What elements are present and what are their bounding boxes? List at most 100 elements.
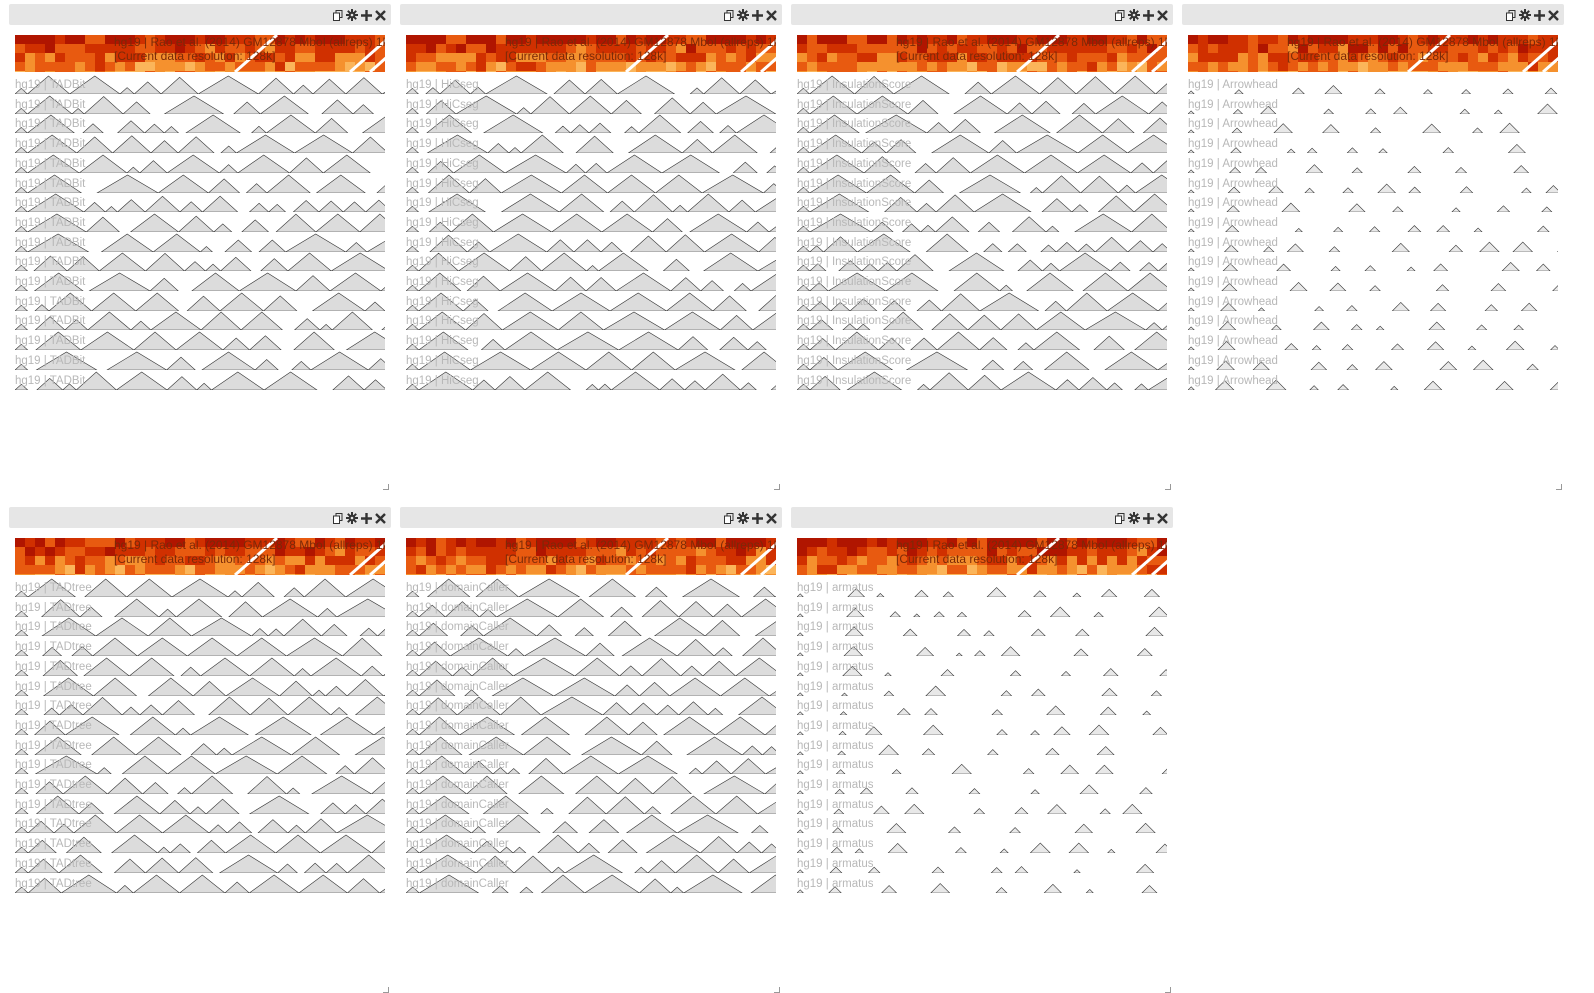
tad-track-armatus[interactable]: hg19 | armatus [797, 775, 1167, 795]
plus-icon[interactable] [1142, 511, 1154, 525]
plus-icon[interactable] [1533, 8, 1545, 22]
tad-track-tadbit[interactable]: hg19 | TADBit [15, 311, 385, 331]
tad-track-arrowhead[interactable]: hg19 | Arrowhead [1188, 193, 1558, 213]
resize-handle[interactable] [774, 484, 780, 490]
tad-track-insulation[interactable]: hg19 | InsulationScore [797, 252, 1167, 272]
plus-icon[interactable] [360, 511, 372, 525]
heatmap-track[interactable]: hg19 | Rao et al. (2014) GM12878 MboI (a… [797, 35, 1167, 72]
tad-track-arrowhead[interactable]: hg19 | Arrowhead [1188, 351, 1558, 371]
copy-icon[interactable] [723, 8, 735, 22]
tad-track-tadbit[interactable]: hg19 | TADBit [15, 134, 385, 154]
heatmap-track[interactable]: hg19 | Rao et al. (2014) GM12878 MboI (a… [406, 35, 776, 72]
tad-track-arrowhead[interactable]: hg19 | Arrowhead [1188, 233, 1558, 253]
tad-track-hicseg[interactable]: hg19 | HiCseg [406, 292, 776, 312]
tad-track-hicseg[interactable]: hg19 | HiCseg [406, 233, 776, 253]
close-icon[interactable] [374, 511, 386, 525]
tad-track-tadbit[interactable]: hg19 | TADBit [15, 95, 385, 115]
tad-track-domaincaller[interactable]: hg19 | domainCaller [406, 795, 776, 815]
tad-track-tadtree[interactable]: hg19 | TADtree [15, 598, 385, 618]
tad-track-tadbit[interactable]: hg19 | TADBit [15, 75, 385, 95]
tad-track-tadtree[interactable]: hg19 | TADtree [15, 736, 385, 756]
tad-track-insulation[interactable]: hg19 | InsulationScore [797, 75, 1167, 95]
tad-track-arrowhead[interactable]: hg19 | Arrowhead [1188, 114, 1558, 134]
view-panel-hicseg[interactable]: hg19 | Rao et al. (2014) GM12878 MboI (a… [400, 0, 782, 490]
tad-track-insulation[interactable]: hg19 | InsulationScore [797, 154, 1167, 174]
tad-track-hicseg[interactable]: hg19 | HiCseg [406, 75, 776, 95]
gear-icon[interactable] [1128, 8, 1140, 22]
tad-track-hicseg[interactable]: hg19 | HiCseg [406, 311, 776, 331]
tad-track-hicseg[interactable]: hg19 | HiCseg [406, 174, 776, 194]
tad-track-tadbit[interactable]: hg19 | TADBit [15, 213, 385, 233]
heatmap-track[interactable]: hg19 | Rao et al. (2014) GM12878 MboI (a… [15, 35, 385, 72]
heatmap-track[interactable]: hg19 | Rao et al. (2014) GM12878 MboI (a… [15, 538, 385, 575]
copy-icon[interactable] [1114, 8, 1126, 22]
tad-track-tadtree[interactable]: hg19 | TADtree [15, 677, 385, 697]
close-icon[interactable] [1156, 8, 1168, 22]
resize-handle[interactable] [383, 987, 389, 993]
tad-track-tadtree[interactable]: hg19 | TADtree [15, 834, 385, 854]
tad-track-tadbit[interactable]: hg19 | TADBit [15, 154, 385, 174]
tad-track-tadbit[interactable]: hg19 | TADBit [15, 174, 385, 194]
tad-track-arrowhead[interactable]: hg19 | Arrowhead [1188, 292, 1558, 312]
tad-track-domaincaller[interactable]: hg19 | domainCaller [406, 657, 776, 677]
close-icon[interactable] [1156, 511, 1168, 525]
tad-track-hicseg[interactable]: hg19 | HiCseg [406, 272, 776, 292]
tad-track-arrowhead[interactable]: hg19 | Arrowhead [1188, 331, 1558, 351]
tad-track-hicseg[interactable]: hg19 | HiCseg [406, 331, 776, 351]
tad-track-hicseg[interactable]: hg19 | HiCseg [406, 252, 776, 272]
tad-track-arrowhead[interactable]: hg19 | Arrowhead [1188, 252, 1558, 272]
tad-track-hicseg[interactable]: hg19 | HiCseg [406, 114, 776, 134]
view-header-bar[interactable] [9, 507, 391, 528]
tad-track-armatus[interactable]: hg19 | armatus [797, 677, 1167, 697]
tad-track-hicseg[interactable]: hg19 | HiCseg [406, 351, 776, 371]
plus-icon[interactable] [751, 511, 763, 525]
tad-track-tadtree[interactable]: hg19 | TADtree [15, 578, 385, 598]
tad-track-arrowhead[interactable]: hg19 | Arrowhead [1188, 95, 1558, 115]
tad-track-arrowhead[interactable]: hg19 | Arrowhead [1188, 371, 1558, 391]
tad-track-arrowhead[interactable]: hg19 | Arrowhead [1188, 134, 1558, 154]
tad-track-hicseg[interactable]: hg19 | HiCseg [406, 134, 776, 154]
tad-track-insulation[interactable]: hg19 | InsulationScore [797, 371, 1167, 391]
tad-track-tadbit[interactable]: hg19 | TADBit [15, 272, 385, 292]
tad-track-tadtree[interactable]: hg19 | TADtree [15, 696, 385, 716]
tad-track-domaincaller[interactable]: hg19 | domainCaller [406, 755, 776, 775]
close-icon[interactable] [765, 8, 777, 22]
resize-handle[interactable] [1165, 987, 1171, 993]
close-icon[interactable] [1547, 8, 1559, 22]
gear-icon[interactable] [346, 8, 358, 22]
view-header-bar[interactable] [400, 4, 782, 25]
view-header-bar[interactable] [400, 507, 782, 528]
tad-track-domaincaller[interactable]: hg19 | domainCaller [406, 578, 776, 598]
tad-track-tadbit[interactable]: hg19 | TADBit [15, 233, 385, 253]
heatmap-track[interactable]: hg19 | Rao et al. (2014) GM12878 MboI (a… [1188, 35, 1558, 72]
tad-track-domaincaller[interactable]: hg19 | domainCaller [406, 874, 776, 894]
tad-track-insulation[interactable]: hg19 | InsulationScore [797, 174, 1167, 194]
tad-track-tadbit[interactable]: hg19 | TADBit [15, 351, 385, 371]
resize-handle[interactable] [1556, 484, 1562, 490]
tad-track-tadtree[interactable]: hg19 | TADtree [15, 755, 385, 775]
resize-handle[interactable] [383, 484, 389, 490]
tad-track-tadbit[interactable]: hg19 | TADBit [15, 331, 385, 351]
tad-track-domaincaller[interactable]: hg19 | domainCaller [406, 617, 776, 637]
tad-track-domaincaller[interactable]: hg19 | domainCaller [406, 696, 776, 716]
tad-track-armatus[interactable]: hg19 | armatus [797, 637, 1167, 657]
tad-track-tadtree[interactable]: hg19 | TADtree [15, 854, 385, 874]
gear-icon[interactable] [737, 511, 749, 525]
view-header-bar[interactable] [9, 4, 391, 25]
tad-track-armatus[interactable]: hg19 | armatus [797, 795, 1167, 815]
tad-track-hicseg[interactable]: hg19 | HiCseg [406, 213, 776, 233]
tad-track-insulation[interactable]: hg19 | InsulationScore [797, 331, 1167, 351]
gear-icon[interactable] [737, 8, 749, 22]
tad-track-domaincaller[interactable]: hg19 | domainCaller [406, 637, 776, 657]
tad-track-tadbit[interactable]: hg19 | TADBit [15, 292, 385, 312]
view-panel-domaincaller[interactable]: hg19 | Rao et al. (2014) GM12878 MboI (a… [400, 503, 782, 993]
tad-track-domaincaller[interactable]: hg19 | domainCaller [406, 834, 776, 854]
tad-track-domaincaller[interactable]: hg19 | domainCaller [406, 677, 776, 697]
tad-track-insulation[interactable]: hg19 | InsulationScore [797, 272, 1167, 292]
tad-track-domaincaller[interactable]: hg19 | domainCaller [406, 736, 776, 756]
copy-icon[interactable] [723, 511, 735, 525]
tad-track-tadtree[interactable]: hg19 | TADtree [15, 814, 385, 834]
tad-track-armatus[interactable]: hg19 | armatus [797, 598, 1167, 618]
copy-icon[interactable] [1505, 8, 1517, 22]
tad-track-armatus[interactable]: hg19 | armatus [797, 755, 1167, 775]
